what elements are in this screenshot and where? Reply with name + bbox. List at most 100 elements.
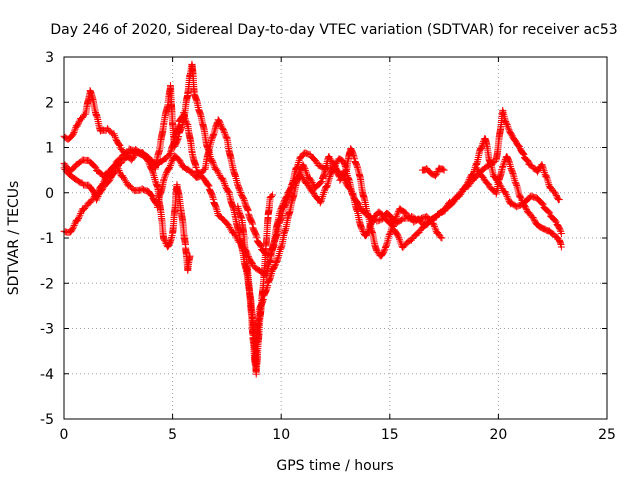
data-point (430, 221, 438, 229)
data-point (328, 168, 336, 176)
data-point (546, 209, 554, 217)
data-point (71, 127, 79, 135)
data-point (286, 185, 294, 193)
data-point (111, 132, 119, 140)
data-point (272, 260, 280, 268)
data-point (401, 208, 409, 216)
data-point (505, 196, 513, 204)
data-point (215, 170, 223, 178)
data-point (237, 239, 245, 247)
data-point (308, 179, 316, 187)
data-point (287, 184, 295, 192)
data-point (501, 188, 509, 196)
plot-frame (63, 56, 608, 420)
data-point (323, 182, 331, 190)
series-arc-4 (60, 106, 563, 279)
data-point (504, 194, 512, 202)
data-point (530, 215, 538, 223)
data-point (99, 179, 107, 187)
data-point (317, 196, 325, 204)
data-point (70, 221, 78, 229)
data-point (277, 206, 285, 214)
data-point (364, 227, 372, 235)
data-point (69, 130, 77, 138)
data-point (181, 114, 189, 122)
data-point (111, 133, 119, 141)
data-point (325, 152, 333, 160)
data-point (221, 180, 229, 188)
data-point (519, 150, 527, 158)
data-point (438, 234, 446, 242)
data-point (394, 232, 402, 240)
x-tick-label: 10 (272, 427, 290, 443)
data-point (271, 262, 279, 270)
data-point (104, 171, 112, 179)
data-point (325, 174, 333, 182)
data-point (303, 170, 311, 178)
x-tick-label: 0 (60, 427, 69, 443)
data-point (316, 199, 324, 207)
data-point (219, 174, 227, 182)
data-point (499, 163, 507, 171)
data-point (320, 189, 328, 196)
data-point (302, 166, 310, 174)
data-point (502, 189, 510, 197)
data-point (552, 190, 560, 198)
data-point (209, 159, 217, 167)
y-tick-label: 3 (45, 50, 54, 66)
data-point (554, 194, 562, 202)
data-point (103, 172, 111, 180)
data-point (114, 165, 122, 173)
data-point (555, 196, 563, 204)
data-point (75, 213, 83, 221)
data-point (519, 149, 527, 157)
y-tick-label: 1 (45, 141, 54, 157)
data-point (369, 216, 377, 224)
data-point (439, 165, 447, 173)
data-point (216, 119, 224, 127)
data-point (121, 175, 129, 183)
data-point (69, 223, 77, 231)
data-point (518, 197, 526, 205)
data-point (69, 225, 77, 233)
data-point (116, 168, 124, 176)
data-point (318, 178, 326, 186)
data-point (376, 216, 384, 224)
data-point (161, 172, 169, 180)
y-axis-label: SDTVAR / TECUs (6, 181, 22, 296)
data-point (115, 166, 123, 174)
x-tick-label: 20 (489, 427, 507, 443)
data-point (282, 194, 290, 202)
grid (64, 57, 607, 419)
data-point (224, 187, 232, 195)
data-point (317, 179, 325, 187)
y-tick-label: -4 (40, 367, 54, 383)
data-point (232, 233, 240, 241)
data-point (151, 177, 159, 185)
data-point (147, 191, 155, 199)
data-point (77, 210, 85, 218)
data-point (222, 132, 230, 140)
y-tick-label: -2 (40, 276, 54, 292)
data-point (387, 212, 395, 220)
series-arc-6 (418, 164, 448, 180)
data-point (469, 169, 477, 177)
data-point (76, 211, 84, 219)
data-point (393, 211, 401, 219)
data-point (279, 201, 287, 209)
y-tick-label: 2 (45, 95, 54, 111)
data-point (557, 243, 565, 251)
data-point (320, 187, 328, 195)
data-point (517, 195, 525, 203)
data-point (556, 224, 564, 232)
data-point (162, 170, 170, 178)
data-point (520, 150, 528, 158)
data-point (150, 174, 158, 182)
data-point (437, 233, 445, 241)
data-point (236, 187, 244, 195)
data-point (148, 167, 156, 175)
data-point (517, 193, 525, 201)
data-point (440, 166, 448, 174)
data-point (74, 214, 82, 222)
data-point (491, 158, 499, 166)
